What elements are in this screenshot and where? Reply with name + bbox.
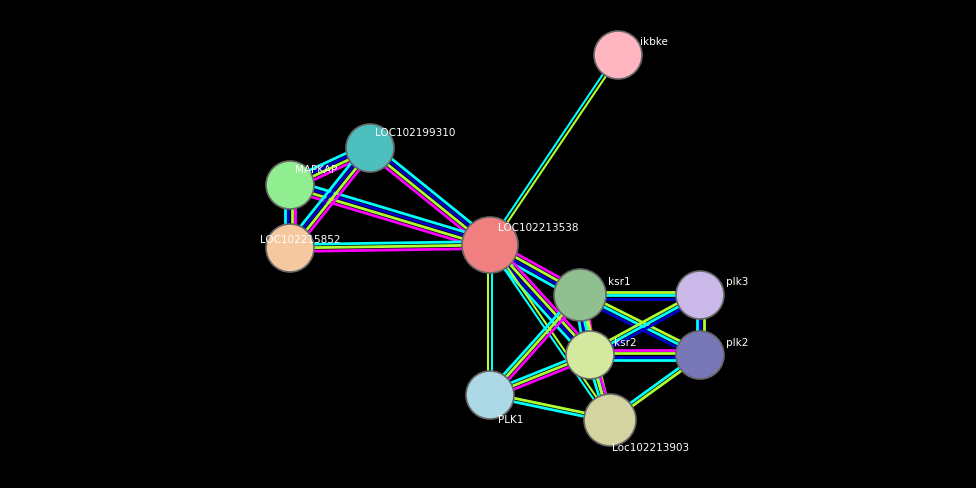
- Text: Loc102213903: Loc102213903: [612, 443, 689, 453]
- Text: plk2: plk2: [726, 338, 749, 348]
- Circle shape: [676, 331, 724, 379]
- Circle shape: [554, 269, 606, 321]
- Text: LOC102215852: LOC102215852: [260, 235, 341, 245]
- Circle shape: [462, 217, 518, 273]
- Text: ikbke: ikbke: [640, 37, 668, 47]
- Text: LOC102199310: LOC102199310: [375, 128, 456, 138]
- Circle shape: [266, 224, 314, 272]
- Text: PLK1: PLK1: [498, 415, 523, 425]
- Circle shape: [676, 271, 724, 319]
- Text: ksr1: ksr1: [608, 277, 630, 287]
- Circle shape: [566, 331, 614, 379]
- Circle shape: [584, 394, 636, 446]
- Text: ksr2: ksr2: [614, 338, 636, 348]
- Circle shape: [346, 124, 394, 172]
- Circle shape: [266, 161, 314, 209]
- Text: plk3: plk3: [726, 277, 749, 287]
- Circle shape: [466, 371, 514, 419]
- Text: LOC102213538: LOC102213538: [498, 223, 579, 233]
- Circle shape: [594, 31, 642, 79]
- Text: MAPKAP: MAPKAP: [295, 165, 338, 175]
